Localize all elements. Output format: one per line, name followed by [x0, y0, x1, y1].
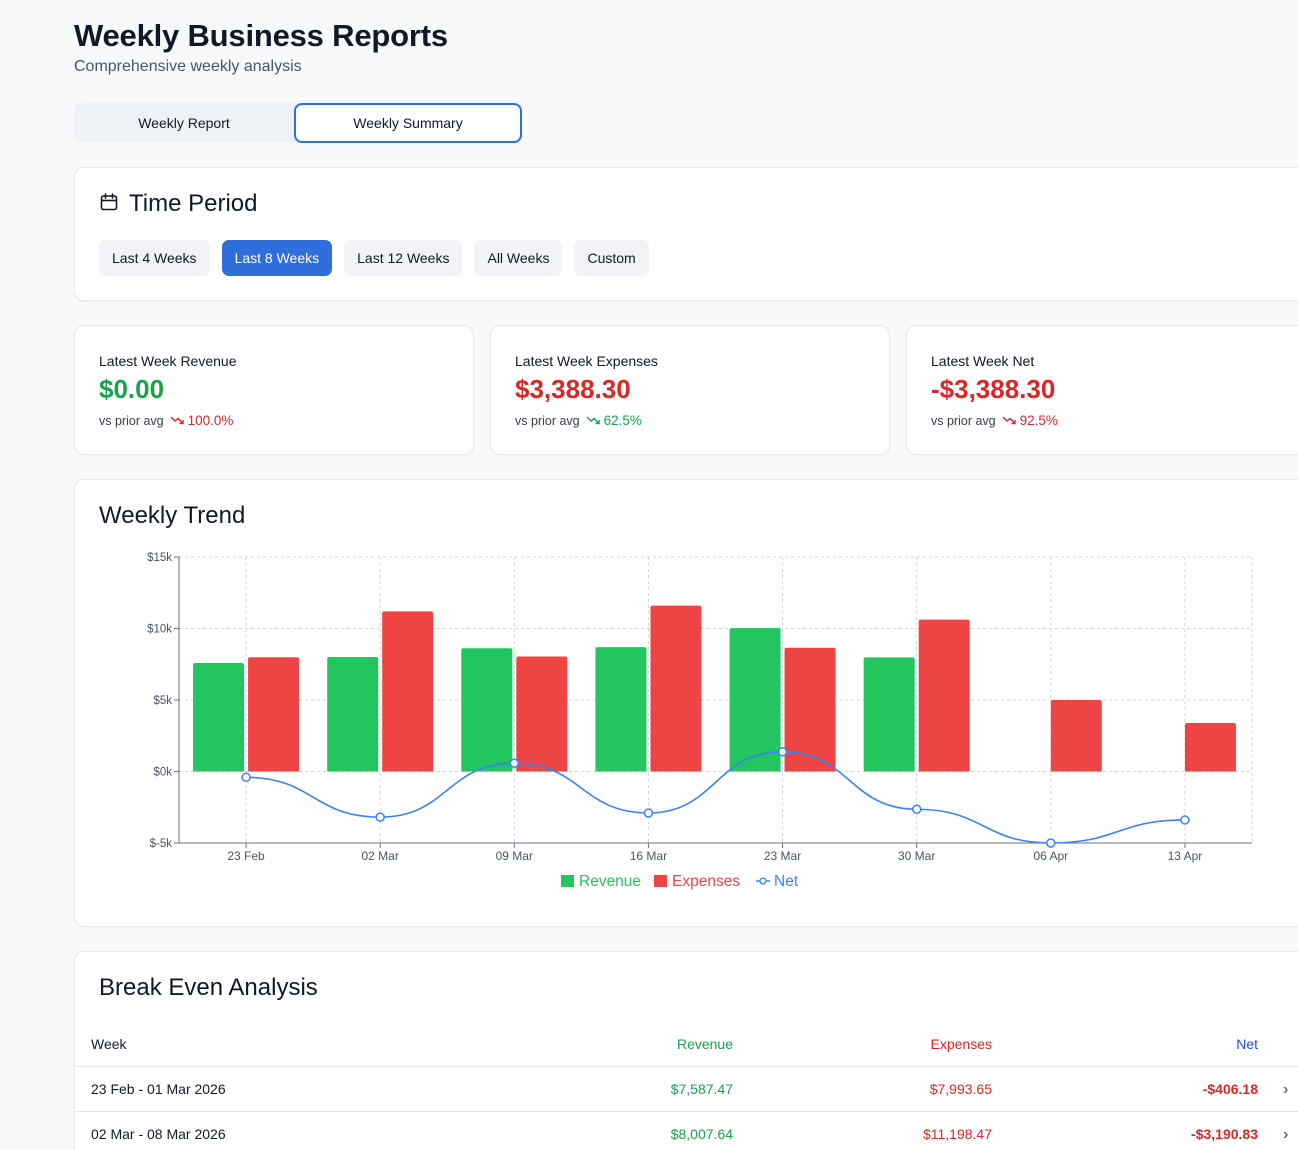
expenses-bar — [1184, 723, 1236, 772]
revenue-bar — [327, 656, 379, 772]
legend-revenue-swatch — [561, 875, 574, 887]
stat-card-net: Latest Week Net -$3,388.30 vs prior avg … — [906, 325, 1298, 455]
legend-net-label: Net — [774, 873, 799, 890]
column-header-net: Net — [1236, 1036, 1258, 1052]
chevron-right-icon[interactable]: › — [1283, 1081, 1289, 1098]
stat-label: Latest Week Net — [931, 353, 1035, 369]
calendar-icon — [99, 192, 119, 217]
cell-revenue: $8,007.64 — [670, 1126, 733, 1142]
x-tick-label: 13 Apr — [1168, 849, 1203, 863]
trending-down-icon — [586, 413, 600, 428]
expenses-bar — [248, 657, 300, 772]
cell-net: -$3,190.83 — [1191, 1126, 1258, 1142]
net-point — [643, 808, 654, 818]
stat-value: $0.00 — [99, 374, 165, 404]
cell-expenses: $7,993.65 — [929, 1081, 992, 1097]
break-even-card: Break Even Analysis Week Revenue Expense… — [74, 951, 1298, 1150]
break-even-table: Week Revenue Expenses Net 23 Feb - 01 Ma… — [75, 1022, 1298, 1150]
cell-week: 02 Mar - 08 Mar 2026 — [91, 1126, 226, 1142]
net-point — [375, 812, 385, 822]
revenue-bar — [863, 657, 915, 772]
weekly-trend-chart: $15k $10k $5k $0k $-5k 23 Feb 02 Mar 09 Mar 16 M… — [147, 552, 1253, 890]
x-tick-label: 06 Apr — [1033, 849, 1068, 863]
net-point — [1046, 838, 1056, 848]
page-title: Weekly Business Reports — [74, 18, 448, 53]
y-tick-label: $15k — [147, 552, 172, 564]
legend-revenue-label: Revenue — [579, 873, 641, 890]
cell-net: -$406.18 — [1202, 1081, 1258, 1097]
x-tick-label: 23 Feb — [227, 849, 265, 863]
revenue-bar — [461, 648, 513, 772]
cell-week: 23 Feb - 01 Mar 2026 — [91, 1081, 226, 1097]
x-tick-label: 23 Mar — [764, 849, 801, 863]
expenses-bar — [516, 656, 568, 772]
stat-label: Latest Week Revenue — [99, 353, 237, 369]
expenses-bar — [784, 647, 836, 772]
x-tick-label: 02 Mar — [362, 849, 399, 863]
stat-card-expenses: Latest Week Expenses $3,388.30 vs prior … — [490, 325, 890, 455]
time-period-title: Time Period — [129, 190, 258, 217]
y-tick-label: $5k — [153, 695, 172, 707]
legend-net-marker — [759, 877, 767, 885]
time-period-card: Time Period Last 4 Weeks Last 8 Weeks La… — [74, 167, 1298, 301]
cell-expenses: $11,198.47 — [922, 1126, 992, 1142]
net-line — [246, 750, 1185, 844]
change-value: 100.0% — [187, 413, 234, 428]
stat-value: -$3,388.30 — [931, 374, 1056, 404]
table-header-row: Week Revenue Expenses Net — [75, 1022, 1298, 1067]
revenue-bar — [729, 628, 781, 772]
period-last-12-weeks-button[interactable]: Last 12 Weeks — [344, 240, 463, 276]
net-point — [1180, 815, 1190, 825]
x-tick-label: 09 Mar — [496, 849, 533, 863]
column-header-revenue: Revenue — [676, 1036, 733, 1052]
stat-label: Latest Week Expenses — [515, 353, 658, 369]
weekly-trend-card: Weekly Trend $15k $10k $5k $0k $-5k 23 Feb 02 … — [74, 479, 1298, 927]
period-all-weeks-button[interactable]: All Weeks — [474, 240, 563, 276]
cell-revenue: $7,587.47 — [670, 1081, 733, 1097]
y-tick-label: $10k — [147, 624, 172, 636]
trending-down-icon — [170, 413, 184, 428]
stat-value: $3,388.30 — [515, 374, 631, 404]
legend-expenses-label: Expenses — [672, 873, 740, 890]
net-point — [241, 772, 251, 783]
expenses-bar — [1050, 700, 1102, 772]
table-row[interactable]: 23 Feb - 01 Mar 2026 $7,587.47 $7,993.65… — [75, 1067, 1298, 1112]
period-last-8-weeks-button[interactable]: Last 8 Weeks — [221, 240, 333, 276]
revenue-bar — [595, 647, 647, 772]
expenses-bar — [650, 605, 702, 772]
expenses-bar — [918, 619, 970, 772]
tab-weekly-report[interactable]: Weekly Report — [138, 115, 230, 131]
revenue-bar — [193, 662, 245, 772]
y-tick-label: $-5k — [150, 838, 173, 850]
legend-expenses-swatch — [654, 875, 667, 887]
compare-label: vs prior avg — [515, 413, 580, 428]
period-options: Last 4 Weeks Last 8 Weeks Last 12 Weeks … — [99, 240, 649, 276]
net-point — [509, 758, 520, 768]
net-point — [911, 804, 922, 815]
period-last-4-weeks-button[interactable]: Last 4 Weeks — [99, 240, 210, 276]
stat-card-revenue: Latest Week Revenue $0.00 vs prior avg 1… — [74, 325, 474, 455]
break-even-title: Break Even Analysis — [99, 974, 318, 1001]
y-tick-label: $0k — [153, 767, 172, 779]
net-point — [777, 747, 788, 757]
chevron-right-icon[interactable]: › — [1283, 1126, 1289, 1143]
column-header-week: Week — [91, 1036, 127, 1052]
trending-down-icon — [1002, 413, 1016, 428]
compare-label: vs prior avg — [99, 413, 164, 428]
change-value: 62.5% — [603, 413, 642, 428]
change-value: 92.5% — [1019, 413, 1058, 428]
page-subtitle: Comprehensive weekly analysis — [74, 58, 302, 75]
expenses-bar — [382, 611, 434, 772]
period-custom-button[interactable]: Custom — [574, 240, 649, 276]
x-tick-label: 30 Mar — [898, 849, 935, 863]
weekly-trend-title: Weekly Trend — [99, 502, 246, 529]
tab-weekly-summary[interactable]: Weekly Summary — [294, 103, 522, 143]
compare-label: vs prior avg — [931, 413, 996, 428]
column-header-expenses: Expenses — [930, 1036, 992, 1052]
table-row[interactable]: 02 Mar - 08 Mar 2026 $8,007.64 $11,198.4… — [75, 1112, 1298, 1150]
x-tick-label: 16 Mar — [630, 849, 667, 863]
report-tabs: Weekly Report Weekly Summary — [74, 103, 522, 143]
